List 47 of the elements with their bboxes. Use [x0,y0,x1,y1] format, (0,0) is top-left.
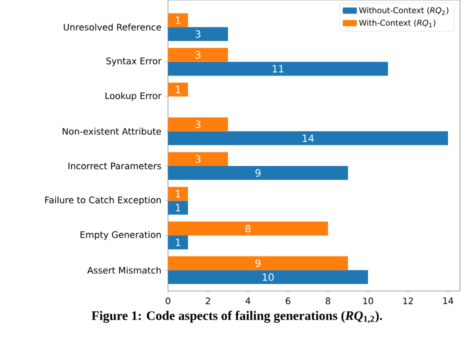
data-label: 1 [176,204,180,212]
y-tick-label: Empty Generation [80,231,161,240]
bar [168,200,188,215]
bar [168,82,188,97]
y-tick-label: Incorrect Parameters [68,162,162,170]
bar [168,222,328,236]
bar [168,186,188,201]
y-tick-label: Lookup Error [106,92,162,101]
bar [168,166,348,180]
data-label: 1 [176,16,180,24]
bar [168,235,188,250]
y-tick-label: Assert Mismatch [87,266,161,274]
data-label: 1 [176,238,180,246]
bar [168,48,228,62]
data-label: 9 [255,169,260,177]
data-label: 11 [272,65,284,72]
bar [168,62,388,76]
data-label: 3 [196,30,200,38]
bar [168,152,228,166]
data-label: 3 [196,120,200,128]
data-label: 3 [196,155,200,163]
bar [168,256,348,270]
x-tick-label: 12 [403,298,413,304]
x-tick-label: 2 [206,298,210,304]
data-label: 10 [262,273,274,281]
x-tick-label: 8 [326,298,330,304]
x-tick-label: 10 [363,298,374,304]
y-tick-label: Non-existent Attribute [62,128,162,135]
y-tick-label: Syntax Error [106,58,162,66]
x-tick-label: 14 [443,298,454,304]
x-tick-label: 6 [286,298,290,304]
data-label: 14 [302,134,314,142]
data-label: 9 [255,259,260,267]
bar [168,13,188,28]
y-tick-label: Failure to Catch Exception [45,196,161,206]
bar [168,131,448,146]
bar [168,117,228,132]
x-tick-label: 0 [166,298,170,304]
caption: Figure 1: Code aspects of failing generations (RQ$_{1,2}$). [92,310,382,324]
bar [168,27,228,41]
data-label: 1 [176,86,180,94]
x-tick-label: 4 [246,298,250,304]
y-tick-label: Unresolved Reference [64,24,162,31]
data-label: 8 [246,224,250,232]
bar [168,270,368,284]
data-label: 3 [196,51,200,59]
data-label: 1 [176,190,180,198]
